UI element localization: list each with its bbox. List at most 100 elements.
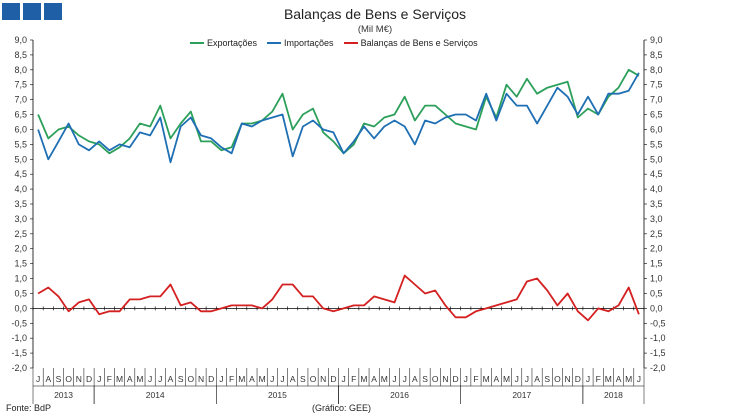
month-label: J xyxy=(36,374,40,384)
y-tick-label-right: 2,5 xyxy=(650,229,663,239)
month-label: S xyxy=(422,374,428,384)
month-label: M xyxy=(116,374,123,384)
month-label: D xyxy=(330,374,336,384)
month-label: S xyxy=(300,374,306,384)
y-tick-label-left: 4,0 xyxy=(14,184,27,194)
source-note: Fonte: BdP xyxy=(6,403,52,413)
y-tick-label-left: 0,5 xyxy=(14,288,27,298)
y-tick-label-left: -1,0 xyxy=(11,333,27,343)
month-label: A xyxy=(249,374,255,384)
month-label: A xyxy=(412,374,418,384)
legend-swatch-imports xyxy=(267,42,282,44)
imports-line xyxy=(37,72,640,164)
legend-swatch-exports xyxy=(190,42,204,44)
month-label: A xyxy=(290,374,296,384)
logo-block-2 xyxy=(23,3,41,20)
y-tick-label-left: 7,0 xyxy=(14,95,27,105)
month-label: M xyxy=(483,374,490,384)
legend-item-balance: Balanças de Bens e Serviços xyxy=(343,38,478,48)
month-label: D xyxy=(575,374,581,384)
y-tick-label-left: 3,0 xyxy=(14,214,27,224)
y-tick-label-right: 4,0 xyxy=(650,184,663,194)
month-label: A xyxy=(45,374,51,384)
y-tick-label-left: 3,5 xyxy=(14,199,27,209)
y-tick-label-right: 1,5 xyxy=(650,259,663,269)
y-tick-label-right: 9,0 xyxy=(650,35,663,45)
y-tick-label-left: 0,0 xyxy=(14,303,27,313)
chart-subtitle: (Mil M€) xyxy=(357,24,393,35)
y-tick-label-left: 6,0 xyxy=(14,124,27,134)
y-tick-label-left: 5,0 xyxy=(14,154,27,164)
month-label: J xyxy=(525,374,529,384)
month-label: O xyxy=(554,374,561,384)
month-label: O xyxy=(188,374,195,384)
y-tick-label-right: 5,5 xyxy=(650,139,663,149)
chart-legend: Exportações Importações Balanças de Bens… xyxy=(190,38,478,48)
logo-block-1 xyxy=(2,3,20,20)
y-tick-label-right: 0,5 xyxy=(650,288,663,298)
month-label: J xyxy=(637,374,641,384)
legend-item-exports: Exportações xyxy=(190,38,257,48)
y-tick-label-right: 6,0 xyxy=(650,124,663,134)
legend-label-exports: Exportações xyxy=(207,38,258,48)
month-label: N xyxy=(442,374,448,384)
month-label: F xyxy=(229,374,234,384)
month-label: A xyxy=(534,374,540,384)
balance-line xyxy=(37,274,640,322)
month-label: J xyxy=(464,374,468,384)
y-tick-label-left: -0,5 xyxy=(11,318,27,328)
month-label: M xyxy=(136,374,143,384)
month-label: A xyxy=(371,374,377,384)
month-label: A xyxy=(127,374,133,384)
month-label: J xyxy=(158,374,162,384)
y-tick-label-left: 4,5 xyxy=(14,169,27,179)
y-tick-label-left: 1,0 xyxy=(14,274,27,284)
month-label: F xyxy=(351,374,356,384)
month-label: J xyxy=(97,374,101,384)
month-label: A xyxy=(494,374,500,384)
month-label: N xyxy=(198,374,204,384)
month-label: M xyxy=(605,374,612,384)
month-label: A xyxy=(168,374,174,384)
y-tick-label-left: -1,5 xyxy=(11,348,27,358)
y-tick-label-left: 9,0 xyxy=(14,35,27,45)
y-tick-label-right: 4,5 xyxy=(650,169,663,179)
y-tick-label-left: 8,0 xyxy=(14,65,27,75)
y-tick-label-right: 3,5 xyxy=(650,199,663,209)
y-tick-label-left: -2,0 xyxy=(11,363,27,373)
month-label: D xyxy=(86,374,92,384)
y-tick-label-right: 7,5 xyxy=(650,80,663,90)
month-label: J xyxy=(341,374,345,384)
y-tick-label-right: 8,5 xyxy=(650,50,663,60)
y-tick-label-right: 8,0 xyxy=(650,65,663,75)
month-label: O xyxy=(432,374,439,384)
month-label: J xyxy=(148,374,152,384)
month-label: N xyxy=(76,374,82,384)
month-label: J xyxy=(270,374,274,384)
y-tick-label-left: 6,5 xyxy=(14,110,27,120)
y-tick-label-right: 1,0 xyxy=(650,274,663,284)
month-label: S xyxy=(178,374,184,384)
month-label: J xyxy=(586,374,590,384)
y-tick-label-left: 7,5 xyxy=(14,80,27,90)
legend-label-balance: Balanças de Bens e Serviços xyxy=(360,38,478,48)
month-label: M xyxy=(381,374,388,384)
month-label: N xyxy=(320,374,326,384)
y-tick-label-left: 8,5 xyxy=(14,50,27,60)
month-label: J xyxy=(280,374,284,384)
month-label: D xyxy=(208,374,214,384)
legend-swatch-balance xyxy=(343,42,358,44)
year-label: 2018 xyxy=(604,390,623,400)
y-tick-label-right: 6,5 xyxy=(650,110,663,120)
year-label: 2016 xyxy=(390,390,409,400)
legend-label-imports: Importações xyxy=(284,38,334,48)
year-label: 2015 xyxy=(268,390,287,400)
y-tick-label-right: 2,0 xyxy=(650,244,663,254)
y-tick-label-right: 5,0 xyxy=(650,154,663,164)
month-label: N xyxy=(565,374,571,384)
month-label: J xyxy=(219,374,223,384)
y-tick-label-right: 0,0 xyxy=(650,303,663,313)
y-tick-label-right: -1,5 xyxy=(650,348,666,358)
y-tick-label-right: 3,0 xyxy=(650,214,663,224)
